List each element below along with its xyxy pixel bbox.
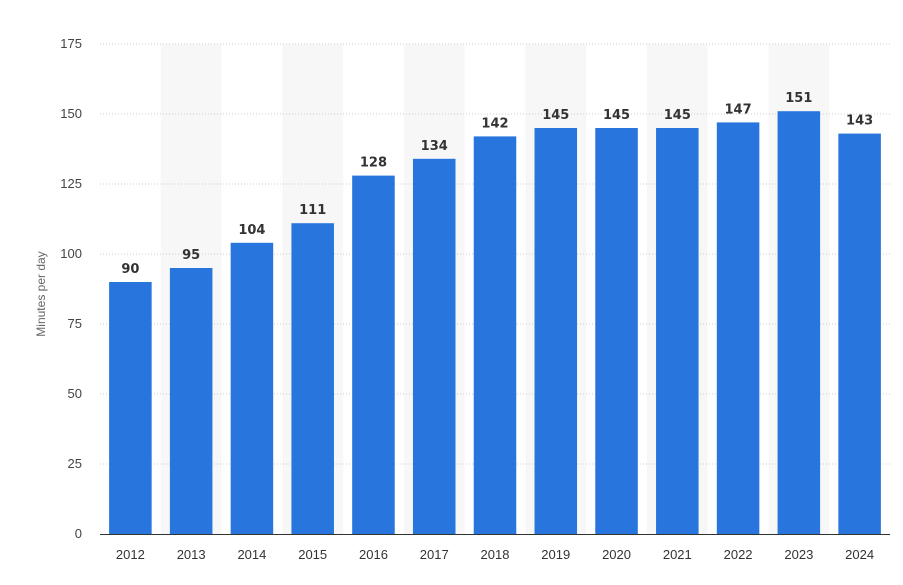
x-tick-label: 2015 <box>298 547 327 562</box>
bars <box>109 111 881 535</box>
x-axis-ticks: 2012 2013 2014 2015 2016 2017 2018 2019 2020 2021… <box>116 547 874 562</box>
y-tick-label: 75 <box>68 316 82 331</box>
data-label: 147 <box>725 102 752 117</box>
data-label: 145 <box>542 108 569 123</box>
bar <box>656 128 699 534</box>
bar <box>412 158 456 535</box>
x-tick-label: 2023 <box>784 547 813 562</box>
data-label: 104 <box>238 223 265 238</box>
bar <box>473 136 517 534</box>
data-label: 128 <box>360 156 387 171</box>
data-label: 111 <box>299 203 326 218</box>
data-label: 90 <box>121 262 139 277</box>
y-tick-label: 0 <box>75 526 82 541</box>
x-tick-label: 2022 <box>724 547 753 562</box>
bar <box>838 133 881 534</box>
x-tick-label: 2020 <box>602 547 631 562</box>
bar <box>595 128 638 534</box>
bar <box>230 242 274 535</box>
y-tick-label: 150 <box>60 106 82 121</box>
bar <box>716 122 760 535</box>
y-tick-label: 25 <box>68 456 82 471</box>
data-labels: 90 95 104 111 128 134 142 145 145 145 147 151 143 <box>121 91 873 277</box>
data-label: 145 <box>603 108 630 123</box>
data-label: 134 <box>421 139 448 154</box>
bar <box>352 175 395 534</box>
bar <box>291 223 334 534</box>
y-axis-title: Minutes per day <box>34 251 48 336</box>
bar <box>534 128 578 534</box>
x-tick-label: 2024 <box>845 547 874 562</box>
x-tick-label: 2014 <box>237 547 266 562</box>
data-label: 145 <box>664 108 691 123</box>
x-tick-label: 2017 <box>420 547 449 562</box>
data-label: 143 <box>846 114 873 129</box>
bar <box>109 282 152 534</box>
data-label: 95 <box>182 248 200 263</box>
x-tick-label: 2021 <box>663 547 692 562</box>
y-tick-label: 50 <box>68 386 82 401</box>
x-tick-label: 2019 <box>541 547 570 562</box>
data-label: 142 <box>481 116 508 131</box>
bar <box>777 111 821 534</box>
x-tick-label: 2012 <box>116 547 145 562</box>
x-tick-label: 2018 <box>481 547 510 562</box>
y-tick-label: 175 <box>60 36 82 51</box>
data-label: 151 <box>785 91 812 106</box>
y-axis-ticks: 0 25 50 75 100 125 150 175 <box>60 36 82 541</box>
y-tick-label: 125 <box>60 176 82 191</box>
y-tick-label: 100 <box>60 246 82 261</box>
x-tick-label: 2016 <box>359 547 388 562</box>
bar <box>169 268 213 534</box>
x-tick-label: 2013 <box>177 547 206 562</box>
